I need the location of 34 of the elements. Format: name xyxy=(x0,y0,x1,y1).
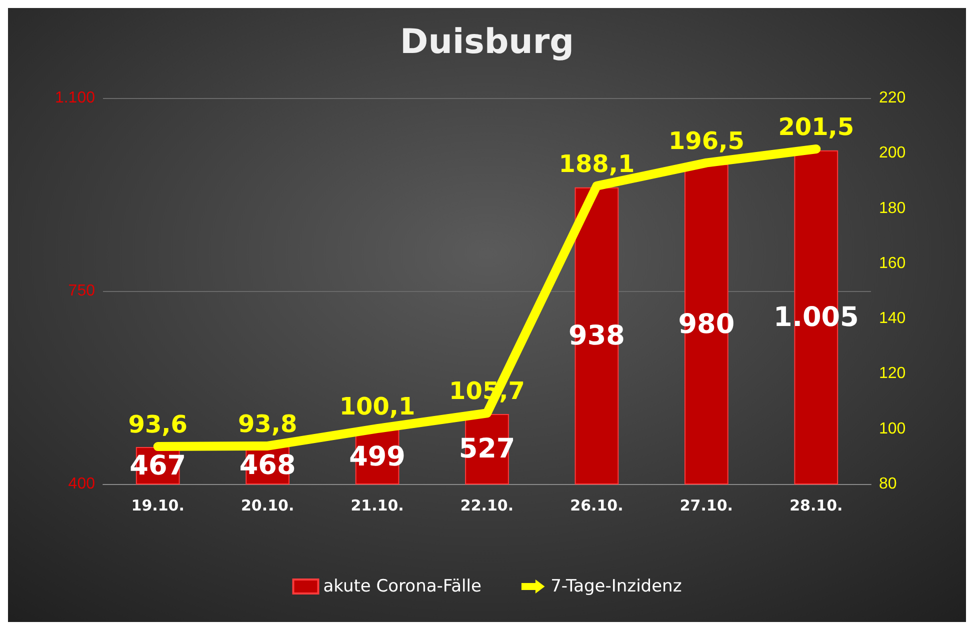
y-tick-label: 750 xyxy=(68,282,96,300)
data-label: 980 xyxy=(678,308,735,340)
legend-label: akute Corona-Fälle xyxy=(323,576,482,596)
y2-tick-label: 80 xyxy=(879,476,897,492)
x-tick-label: 21.10. xyxy=(350,496,404,514)
data-label: 100,1 xyxy=(339,392,416,421)
data-label: 467 xyxy=(130,450,186,482)
data-label: 468 xyxy=(239,450,296,481)
y2-tick-label: 180 xyxy=(879,200,906,217)
data-label: 188,1 xyxy=(558,150,635,178)
y-tick-label: 400 xyxy=(68,476,96,492)
x-tick-label: 28.10. xyxy=(790,496,843,514)
x-tick-label: 19.10. xyxy=(131,496,184,514)
data-label: 93,8 xyxy=(238,410,298,438)
y2-tick-label: 120 xyxy=(879,365,906,382)
data-label: 527 xyxy=(458,434,516,465)
x-tick-label: 26.10. xyxy=(570,496,624,514)
y2-tick-label: 160 xyxy=(879,254,906,272)
y-tick-label: 1.100 xyxy=(54,90,96,106)
x-tick-label: 20.10. xyxy=(240,496,294,514)
x-tick-label: 22.10. xyxy=(460,496,514,514)
data-label: 938 xyxy=(568,320,625,352)
data-label: 196,5 xyxy=(668,126,744,155)
y2-tick-label: 220 xyxy=(879,90,906,106)
data-label: 93,6 xyxy=(128,410,188,439)
data-label: 499 xyxy=(349,441,406,472)
y2-tick-label: 140 xyxy=(879,310,906,328)
chart-title: Duisburg xyxy=(400,22,574,62)
legend-label: 7-Tage-Inzidenz xyxy=(550,576,682,596)
y2-tick-label: 100 xyxy=(879,420,906,438)
data-label: 201,5 xyxy=(778,113,854,142)
data-label: 1.005 xyxy=(773,302,859,333)
y2-tick-label: 200 xyxy=(879,144,906,162)
x-tick-label: 27.10. xyxy=(680,496,734,514)
